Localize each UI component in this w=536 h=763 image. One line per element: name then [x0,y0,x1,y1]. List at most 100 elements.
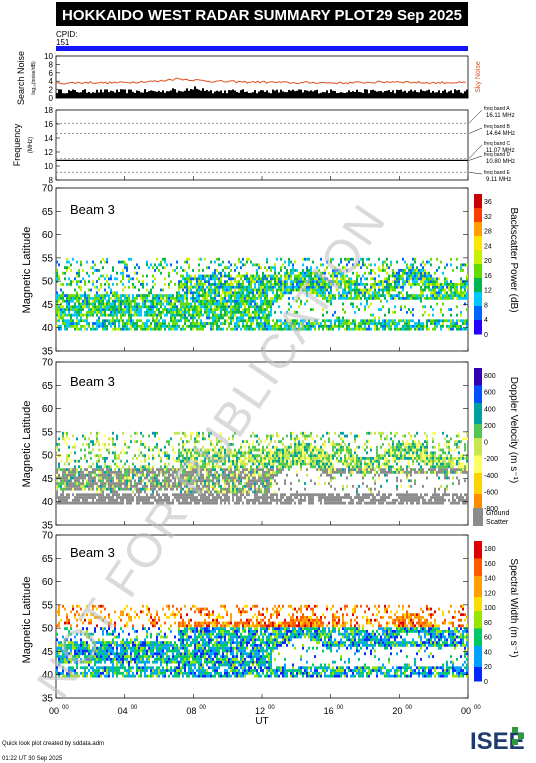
echo-cell [282,288,284,292]
echo-cell [176,260,178,264]
echo-cell [60,283,62,286]
echo-cell [152,316,154,320]
echo-cell [230,288,232,292]
echo-cell [94,269,96,272]
echo-cell [164,445,166,449]
echo-cell [456,288,458,292]
echo-cell [266,316,268,320]
echo-cell [274,482,276,485]
echo-cell [274,454,276,458]
echo-cell [216,482,218,485]
echo-cell [234,263,236,267]
echo-cell [212,299,214,303]
echo-cell [442,302,444,306]
echo-cell [398,285,400,289]
echo-cell [300,299,302,303]
colorbar-segment [474,222,482,226]
echo-cell [106,280,108,284]
echo-cell [448,319,450,323]
echo-cell [120,305,122,309]
echo-cell [424,269,426,272]
echo-cell [124,322,126,325]
echo-cell [210,468,212,471]
echo-cell [74,482,76,485]
echo-cell [168,322,170,325]
echo-cell [262,280,264,284]
echo-cell [382,260,384,264]
echo-cell [268,459,270,463]
echo-cell [226,310,228,314]
echo-cell [260,310,262,314]
echo-cell [144,501,146,505]
echo-cell [414,296,416,300]
echo-cell [276,434,278,438]
echo-cell [88,482,90,485]
echo-cell [418,271,420,275]
echo-cell [120,484,122,488]
echo-cell [214,260,216,264]
echo-cell [78,280,80,284]
echo-cell [260,457,262,460]
echo-cell [98,305,100,309]
echo-cell [284,266,286,270]
echo-cell [196,319,198,323]
echo-cell [452,322,454,325]
echo-cell [138,482,140,485]
echo-cell [218,465,220,469]
echo-cell [310,308,312,311]
echo-cell [182,283,184,286]
echo-cell [144,484,146,488]
echo-cell [402,294,404,297]
echo-cell [322,280,324,284]
echo-cell [68,266,70,270]
echo-cell [296,280,298,284]
echo-cell [66,313,68,317]
echo-cell [250,324,252,328]
noise-bar [80,92,82,98]
echo-cell [184,277,186,281]
echo-cell [174,459,176,463]
echo-cell [196,473,198,477]
echo-cell [74,445,76,449]
echo-cell [276,277,278,281]
echo-cell [198,322,200,325]
echo-cell [214,305,216,309]
echo-cell [262,302,264,306]
echo-cell [74,501,76,505]
echo-cell [196,277,198,281]
echo-cell [356,277,358,281]
echo-cell [372,296,374,300]
echo-cell [100,465,102,469]
echo-cell [178,431,180,435]
echo-cell [170,319,172,323]
echo-cell [464,263,466,267]
echo-cell [270,501,272,505]
echo-cell [124,451,126,455]
echo-cell [266,322,268,325]
echo-cell [364,305,366,309]
echo-cell [104,457,106,460]
echo-cell [242,294,244,297]
echo-cell [168,476,170,480]
echo-cell [140,310,142,314]
echo-cell [264,482,266,485]
echo-cell [146,263,148,267]
echo-cell [156,296,158,300]
echo-cell [196,465,198,469]
echo-cell [100,294,102,297]
echo-cell [426,324,428,328]
echo-cell [346,280,348,284]
echo-cell [174,305,176,309]
echo-cell [116,490,118,494]
echo-cell [76,468,78,471]
echo-cell [204,493,206,497]
echo-cell [68,296,70,300]
echo-cell [448,283,450,286]
echo-cell [446,291,448,295]
echo-cell [118,484,120,488]
echo-cell [356,324,358,328]
echo-cell [220,327,222,331]
echo-cell [246,271,248,275]
echo-cell [164,322,166,325]
